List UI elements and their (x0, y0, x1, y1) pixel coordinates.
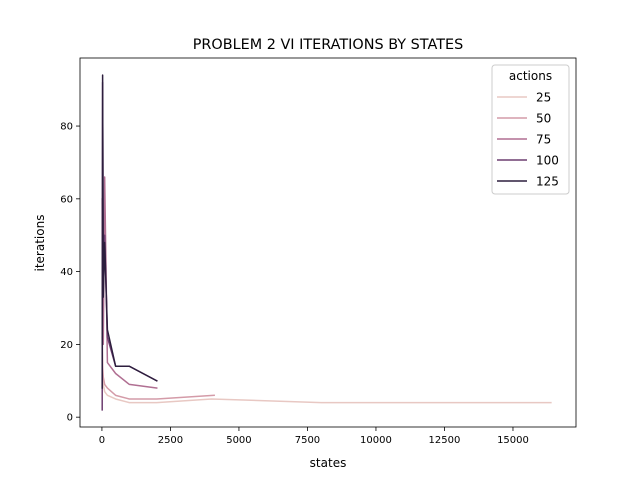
x-tick-label: 5000 (226, 435, 251, 446)
legend-item-100: 100 (497, 154, 559, 168)
legend-item-75: 75 (497, 133, 551, 147)
series-layer (101, 74, 552, 411)
y-tick-label: 0 (67, 413, 73, 424)
x-tick-label: 2500 (158, 435, 183, 446)
x-axis-label: states (310, 456, 347, 470)
legend-label: 50 (536, 112, 551, 126)
y-axis: 0 20 40 60 80 (60, 122, 80, 424)
chart-title: PROBLEM 2 VI ITERATIONS BY STATES (193, 37, 463, 53)
legend: actions 25 50 75 100 125 (491, 64, 570, 195)
y-tick-label: 40 (60, 267, 73, 278)
series-line-50 (101, 336, 215, 400)
plot-area (79, 57, 577, 428)
x-tick-label: 0 (99, 435, 105, 446)
y-tick-label: 20 (60, 340, 73, 351)
legend-label: 75 (536, 133, 551, 147)
series-line-100 (101, 81, 158, 411)
series-line-25 (101, 332, 552, 404)
y-tick-label: 80 (60, 122, 73, 133)
legend-title: actions (509, 69, 552, 83)
series-line-75 (101, 176, 158, 389)
x-tick-label: 12500 (429, 435, 461, 446)
y-axis-label: iterations (33, 215, 47, 272)
legend-label: 100 (536, 154, 559, 168)
legend-items: 25 50 75 100 125 (497, 91, 559, 189)
series-line-125 (101, 74, 158, 389)
x-tick-label: 15000 (497, 435, 529, 446)
x-tick-label: 7500 (295, 435, 320, 446)
legend-item-125: 125 (497, 175, 559, 189)
legend-item-25: 25 (497, 91, 551, 105)
x-axis: 0 2500 5000 7500 10000 12500 15000 (99, 427, 529, 446)
x-tick-label: 10000 (360, 435, 392, 446)
legend-label: 125 (536, 175, 559, 189)
legend-item-50: 50 (497, 112, 551, 126)
legend-label: 25 (536, 91, 551, 105)
plot-frame (79, 57, 577, 428)
y-tick-label: 60 (60, 194, 73, 205)
